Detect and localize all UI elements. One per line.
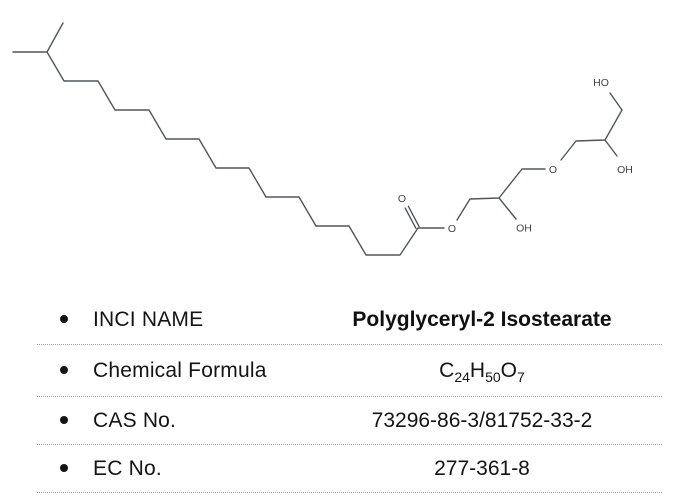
table-row-inci-name: INCI NAME Polyglyceryl-2 Isostearate [37,296,662,345]
glyceryl1-bonds [456,168,546,221]
carbonyl-double-bond-1 [407,205,420,228]
row-value: Polyglyceryl-2 Isostearate [352,308,612,331]
molecule-structure-svg: O O OH O OH HO [12,22,633,256]
bullet-icon [60,315,68,323]
terminal-hydroxyl-label: HO [593,77,609,89]
formula-subscript: 7 [517,368,525,385]
table-row-ec-no: EC No. 277-361-8 [37,445,662,493]
bullet-icon [60,463,68,472]
row-label: EC No. [93,456,162,480]
ether-oxygen-label: O [549,164,557,176]
table-row-cas-no: CAS No. 73296-86-3/81752-33-2 [37,397,662,445]
hydroxyl-2-label: OH [617,164,633,176]
formula-element: C [439,358,455,382]
properties-table: INCI NAME Polyglyceryl-2 Isostearate Che… [37,296,662,493]
glyceryl2-bonds [560,109,623,161]
carbonyl-double-bond-2 [404,207,417,230]
row-value: 73296-86-3/81752-33-2 [371,408,593,432]
formula-subscript: 24 [454,368,470,385]
glyceryl1-oh-bond [498,197,517,220]
row-value-formula: C24H50O7 [332,358,632,385]
terminal-ho-bond [609,92,623,111]
bullet-icon [60,365,68,374]
formula-element: O [500,358,518,382]
row-label: INCI NAME [93,308,204,331]
formula-subscript: 50 [485,368,501,385]
row-value: 277-361-8 [434,456,530,480]
formula-element: H [469,358,486,382]
hydroxyl-1-label: OH [516,223,532,235]
fatty-chain-bonds [12,51,445,256]
table-row-chemical-formula: Chemical Formula C24H50O7 [37,345,662,397]
glyceryl2-oh-bond [604,139,618,157]
branch-methyl-bond [46,22,64,53]
row-label: Chemical Formula [93,358,267,382]
bond-lines [12,22,623,256]
atom-labels: O O OH O OH HO [398,77,633,235]
ester-oxygen-label: O [448,223,456,235]
row-label: CAS No. [93,408,177,432]
bullet-icon [60,415,68,424]
carbonyl-oxygen-label: O [398,193,406,205]
